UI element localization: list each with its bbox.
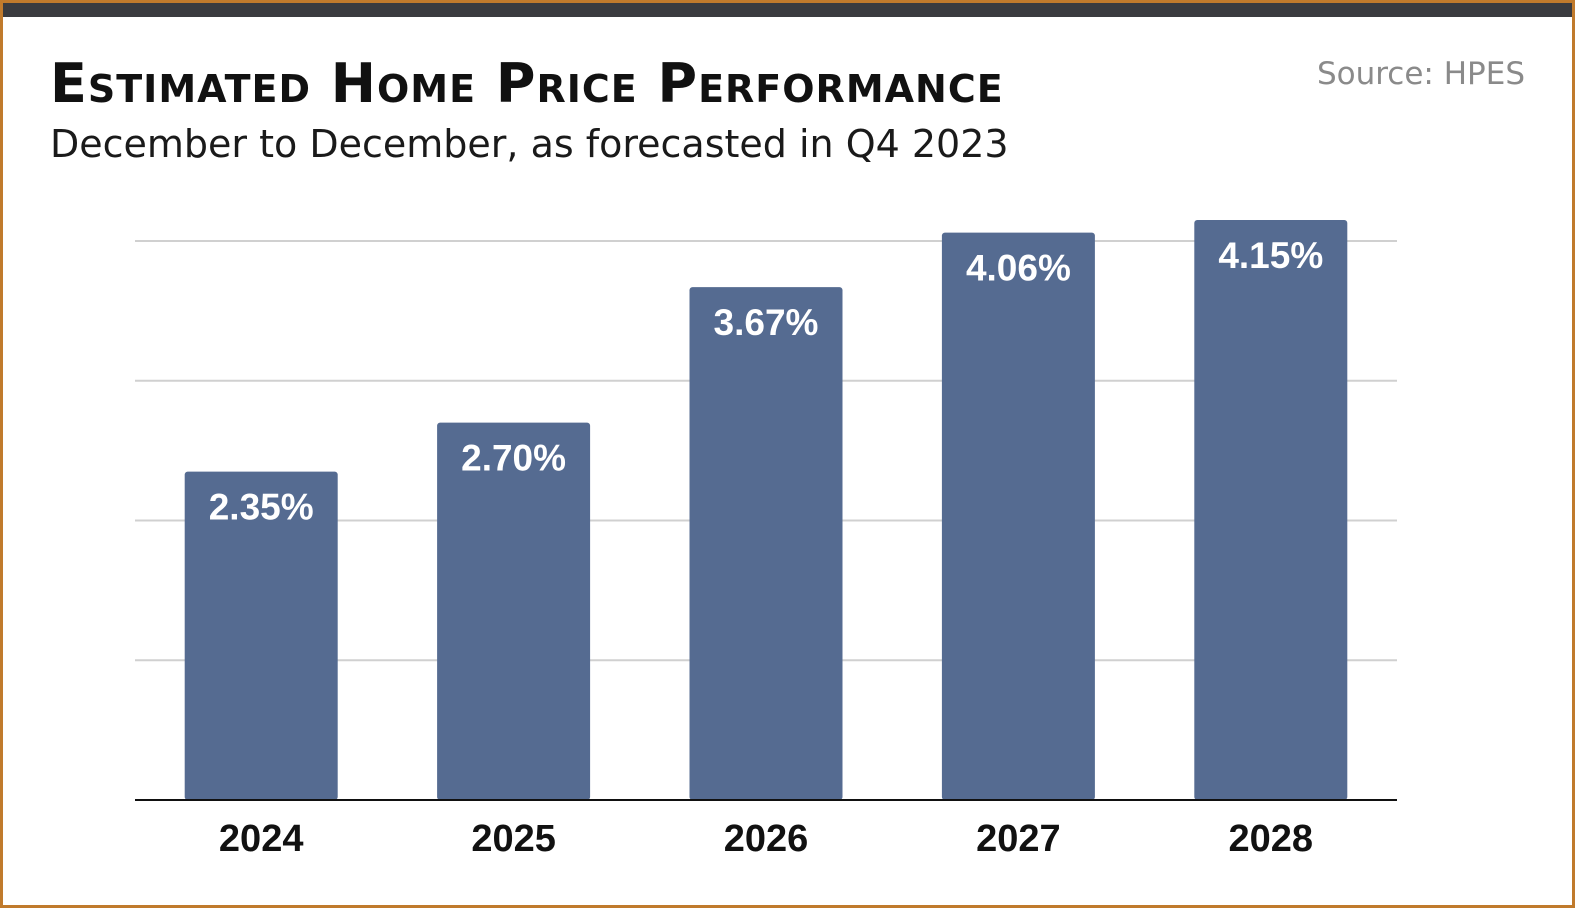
x-tick-label-2026: 2026 [724, 818, 809, 860]
bar-2028 [1194, 220, 1348, 801]
data-label-2025: 2.70% [461, 438, 566, 479]
x-tick-label-2027: 2027 [976, 818, 1061, 860]
data-label-2027: 4.06% [966, 248, 1071, 289]
chart-title: Estimated Home Price Performance [50, 52, 1004, 115]
data-label-2024: 2.35% [209, 487, 314, 528]
x-tick-label-2024: 2024 [219, 818, 304, 860]
bar-2026 [689, 287, 843, 800]
top-bar [3, 3, 1572, 17]
bar-2027 [941, 232, 1095, 801]
data-label-2026: 3.67% [714, 302, 819, 343]
source-label: Source: HPES [1316, 56, 1525, 92]
data-labels: 2.35% 2.70% 3.67% 4.06% 4.15% [209, 235, 1324, 528]
x-axis: 2024 2025 2026 2027 2028 [135, 799, 1397, 860]
bars [184, 220, 1348, 801]
data-label-2028: 4.15% [1218, 235, 1323, 276]
bar-2025 [437, 422, 591, 800]
chart-subtitle: December to December, as forecasted in Q… [50, 122, 1009, 166]
x-tick-label-2025: 2025 [471, 818, 556, 860]
x-tick-label-2028: 2028 [1229, 818, 1314, 860]
bar-2024 [184, 471, 338, 800]
